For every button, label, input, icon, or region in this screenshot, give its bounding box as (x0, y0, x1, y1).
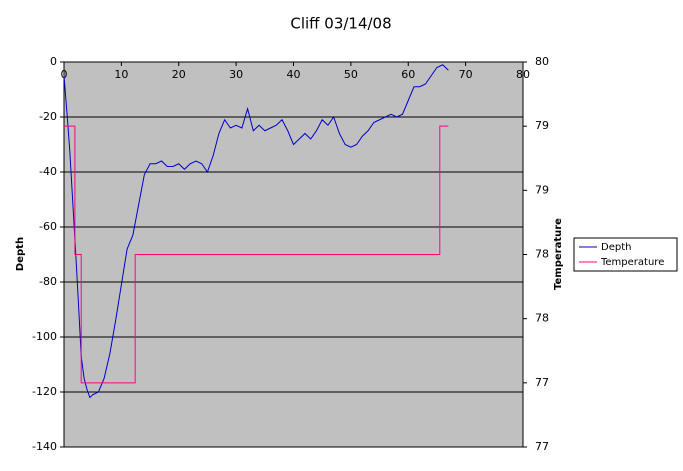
x-tick-label: 20 (172, 68, 186, 81)
x-tick-label: 40 (287, 68, 301, 81)
y-tick-label: -40 (39, 165, 57, 178)
series-line (63, 64, 449, 399)
x-tick-label: 30 (229, 68, 243, 81)
y2-axis-label: Temperature (553, 218, 564, 290)
chart-title: Cliff 03/14/08 (290, 15, 391, 33)
y2-tick-label: 80 (535, 55, 549, 68)
y2-tick-label: 77 (535, 376, 549, 389)
y2-tick-label: 79 (535, 119, 549, 132)
x-tick-label: 60 (401, 68, 415, 81)
x-tick-label: 10 (114, 68, 128, 81)
y-tick-label: -120 (32, 385, 57, 398)
y-tick-label: -60 (39, 220, 57, 233)
y-tick-label: -80 (39, 275, 57, 288)
y2-tick-label: 77 (535, 440, 549, 453)
x-tick-label: 50 (344, 68, 358, 81)
series-line (64, 125, 449, 384)
y-tick-label: -140 (32, 440, 57, 453)
y-tick-label: -20 (39, 110, 57, 123)
y-tick-label: -100 (32, 330, 57, 343)
y2-tick-label: 78 (535, 312, 549, 325)
y2-tick-label: 78 (535, 248, 549, 261)
legend-label: Temperature (600, 257, 664, 268)
legend-box (573, 237, 678, 272)
legend-label: Depth (601, 242, 631, 253)
y-tick-label: 0 (50, 55, 57, 68)
y-axis-label: Depth (15, 237, 26, 271)
x-tick-label: 70 (459, 68, 473, 81)
y2-tick-label: 79 (535, 183, 549, 196)
